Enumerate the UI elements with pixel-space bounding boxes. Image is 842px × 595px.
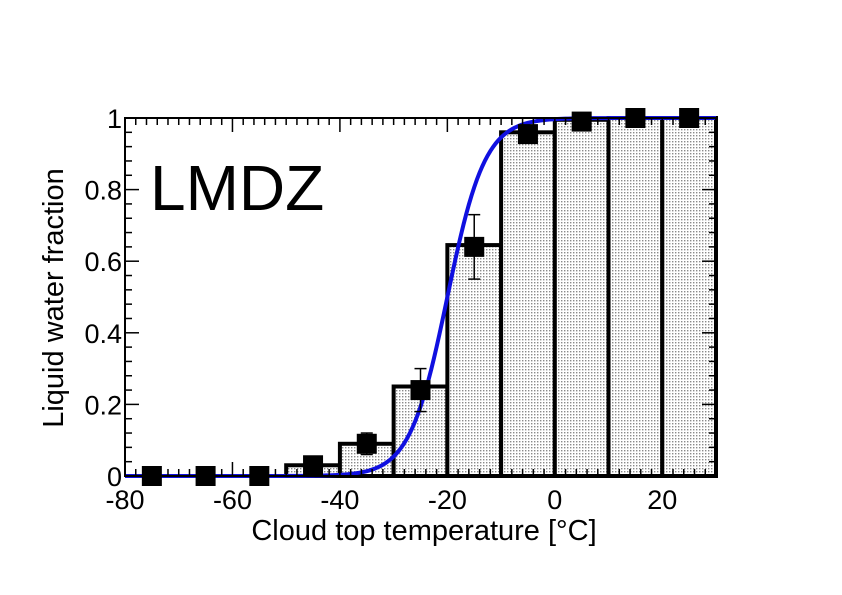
y-axis-title: Liquid water fraction xyxy=(38,168,70,428)
histogram-bar xyxy=(606,116,665,478)
data-point xyxy=(464,236,485,257)
x-tick-label: 20 xyxy=(647,485,677,515)
tick-labels: -80 -60 -40 -20 0 20 0 0.2 0.4 0.6 0.8 1 xyxy=(84,104,677,515)
y-tick-label: 0.6 xyxy=(84,247,122,277)
x-tick-label: -60 xyxy=(213,485,252,515)
x-tick-label: -80 xyxy=(105,485,144,515)
data-point xyxy=(517,124,538,145)
data-point xyxy=(356,433,377,454)
data-point xyxy=(410,380,431,401)
y-tick-label: 0 xyxy=(107,462,122,492)
histogram-bar xyxy=(660,116,718,478)
y-tick-label: 0.8 xyxy=(84,176,122,206)
x-axis-title: Cloud top temperature [°C] xyxy=(251,515,596,547)
data-point xyxy=(571,111,592,132)
y-tick-label: 0.2 xyxy=(84,390,122,420)
model-label: LMDZ xyxy=(150,152,324,224)
histogram-bar xyxy=(552,117,611,478)
x-tick-label: -40 xyxy=(320,485,359,515)
histogram-bars xyxy=(284,116,718,479)
data-point xyxy=(303,455,324,476)
axis-ticks xyxy=(124,117,717,477)
x-tick-label: 0 xyxy=(547,485,562,515)
x-tick-label: -20 xyxy=(428,485,467,515)
y-tick-label: 0.4 xyxy=(84,319,122,349)
histogram-bar xyxy=(499,130,557,478)
y-tick-label: 1 xyxy=(107,104,122,134)
plot-frame xyxy=(124,117,717,477)
